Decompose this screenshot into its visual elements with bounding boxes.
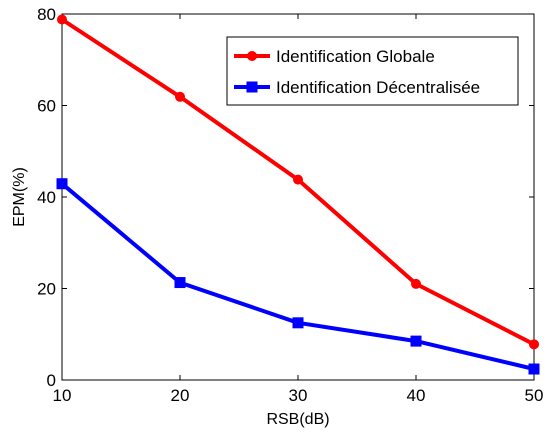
y-tick-label: 20 (37, 280, 56, 299)
data-point (57, 14, 67, 25)
data-point (529, 339, 539, 350)
data-point (174, 277, 186, 289)
x-tick-label: 40 (407, 386, 426, 405)
legend-label-globale: Identification Globale (276, 47, 435, 66)
legend: Identification Globale Identification Dé… (226, 36, 519, 106)
series-layer (56, 14, 540, 375)
data-point (293, 174, 303, 185)
data-point (410, 335, 422, 347)
series-2 (56, 178, 540, 375)
data-point (56, 178, 68, 190)
axis-ticks: 10 20 30 40 50 0 20 40 60 80 (37, 5, 543, 405)
data-point (292, 317, 304, 329)
x-tick-label: 30 (289, 386, 308, 405)
y-tick-label: 80 (37, 5, 56, 24)
legend-box (226, 36, 519, 106)
x-tick-label: 20 (171, 386, 190, 405)
x-tick-label: 10 (53, 386, 72, 405)
y-axis-title: EPM(%) (11, 167, 28, 227)
legend-marker-globale (247, 51, 257, 61)
data-point (411, 278, 421, 289)
data-point (175, 91, 185, 102)
legend-marker-decentralisee (246, 81, 258, 93)
y-tick-label: 60 (37, 97, 56, 116)
y-tick-label: 40 (37, 188, 56, 207)
y-tick-label: 0 (47, 371, 56, 390)
x-tick-label: 50 (525, 386, 544, 405)
legend-label-decentralisee: Identification Décentralisée (276, 78, 480, 97)
data-point (528, 363, 540, 375)
x-axis-title: RSB(dB) (266, 411, 329, 428)
series-1 (57, 14, 539, 350)
